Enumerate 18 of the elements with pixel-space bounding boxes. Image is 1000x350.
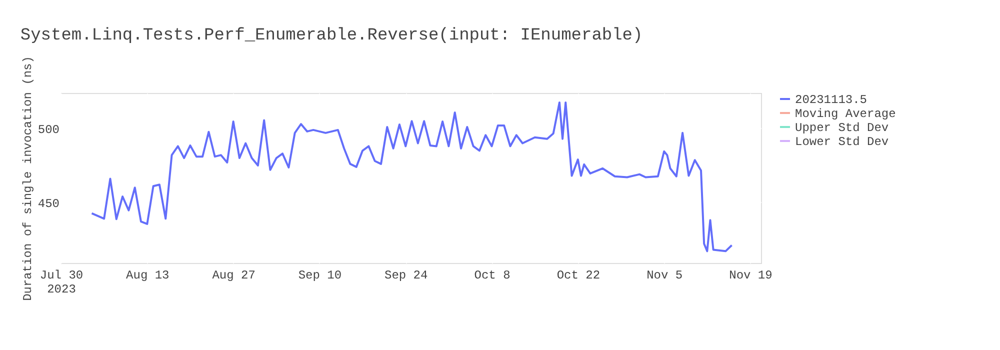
x-tick-label: Aug 13 <box>126 268 170 282</box>
y-axis-title: Duration of single invocation (ns) <box>20 56 35 301</box>
x-tick-label: Aug 27 <box>212 268 256 282</box>
x-tick-label: Jul 30 2023 <box>40 268 84 296</box>
legend-label: 20231113.5 <box>795 93 868 107</box>
y-tick-label: 450 <box>38 196 60 211</box>
legend-label: Lower Std Dev <box>795 135 889 149</box>
x-tick-label: Oct 22 <box>556 268 600 282</box>
x-tick-label: Nov 5 <box>646 268 683 282</box>
y-tick-label: 500 <box>38 122 60 137</box>
legend-label: Moving Average <box>795 107 896 121</box>
line-series <box>90 101 733 252</box>
x-tick-label: Nov 19 <box>729 268 772 282</box>
legend-label: Upper Std Dev <box>795 121 889 135</box>
x-tick-label: Sep 10 <box>298 268 342 282</box>
chart-title: System.Linq.Tests.Perf_Enumerable.Reverse(input: IEnumerable) <box>20 26 643 46</box>
x-tick-label: Oct 8 <box>474 268 510 282</box>
x-tick-label: Sep 24 <box>384 268 428 282</box>
